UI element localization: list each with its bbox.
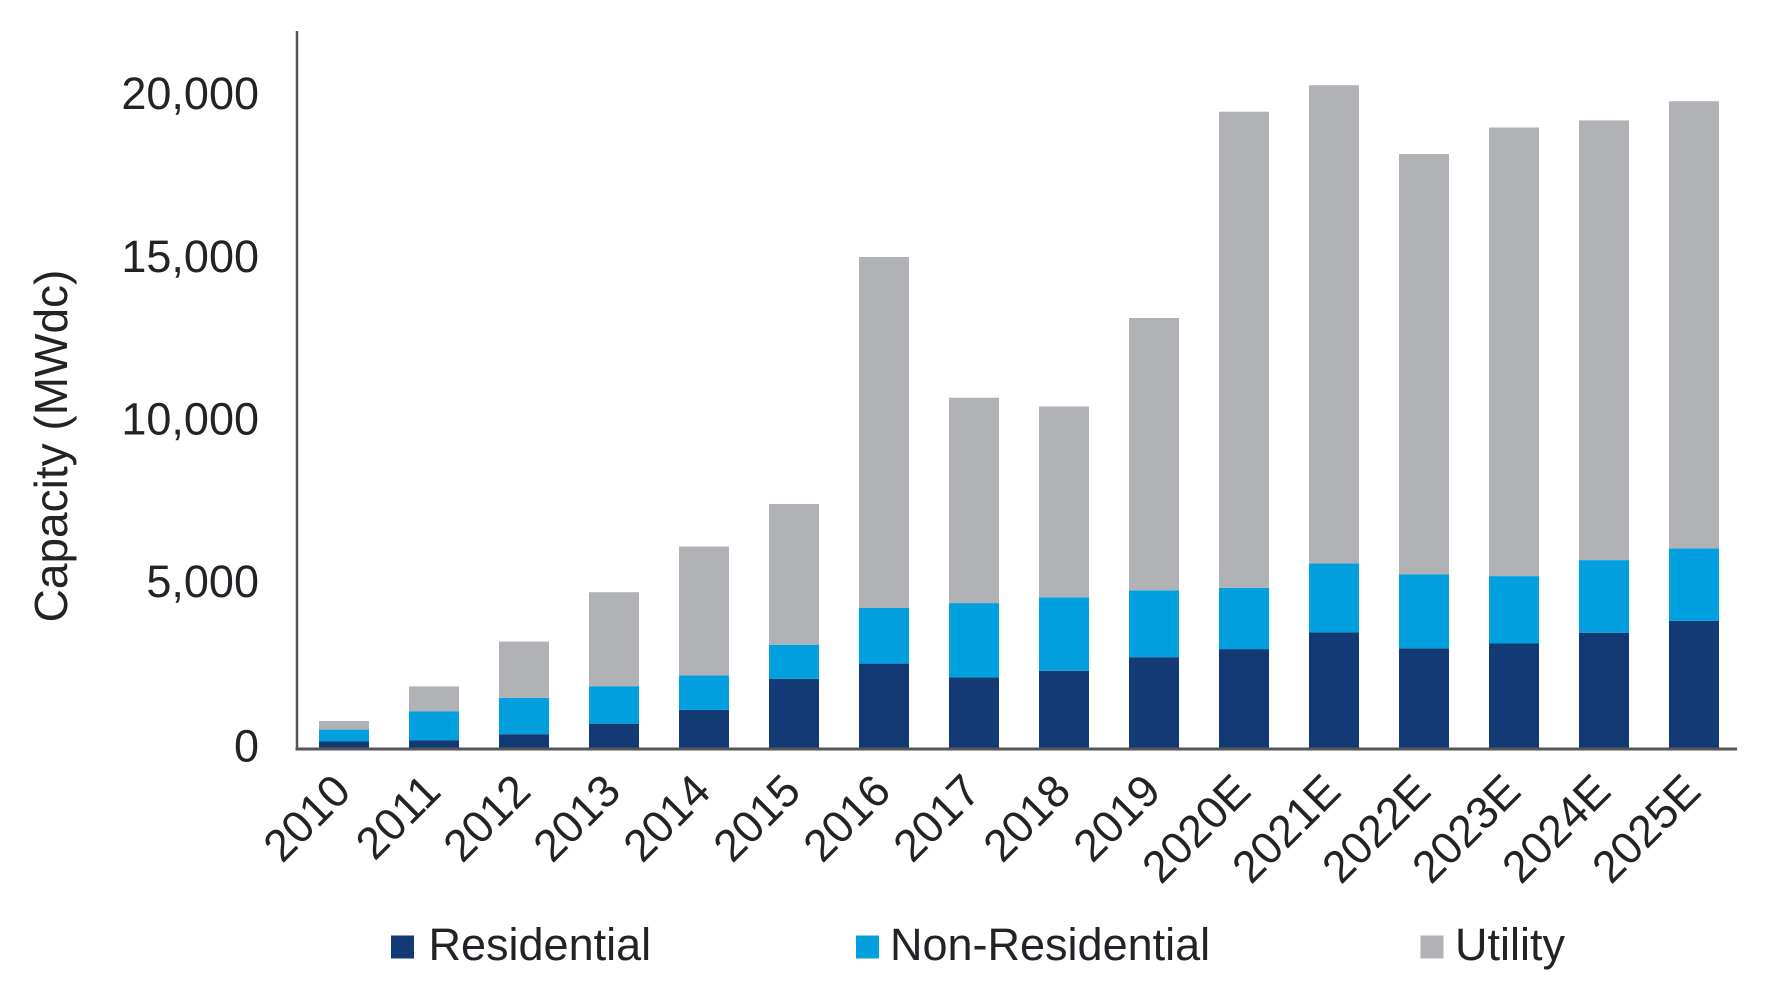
svg-text:5,000: 5,000 <box>146 556 259 607</box>
svg-text:10,000: 10,000 <box>121 394 259 445</box>
svg-text:2017: 2017 <box>883 765 990 872</box>
svg-text:20,000: 20,000 <box>121 68 259 119</box>
svg-text:2016: 2016 <box>793 765 900 872</box>
svg-text:0: 0 <box>234 721 259 772</box>
svg-text:Residential: Residential <box>429 919 652 970</box>
svg-text:Non-Residential: Non-Residential <box>890 919 1210 970</box>
svg-text:Capacity (MWdc): Capacity (MWdc) <box>25 270 77 623</box>
svg-text:2018: 2018 <box>973 765 1080 872</box>
svg-text:Utility: Utility <box>1455 919 1565 970</box>
svg-text:2014: 2014 <box>613 765 720 872</box>
svg-text:2010: 2010 <box>253 765 360 872</box>
svg-text:2013: 2013 <box>523 765 630 872</box>
svg-text:2015: 2015 <box>703 765 810 872</box>
svg-text:2011: 2011 <box>346 765 450 869</box>
svg-text:2012: 2012 <box>433 765 540 872</box>
svg-text:15,000: 15,000 <box>121 231 259 282</box>
